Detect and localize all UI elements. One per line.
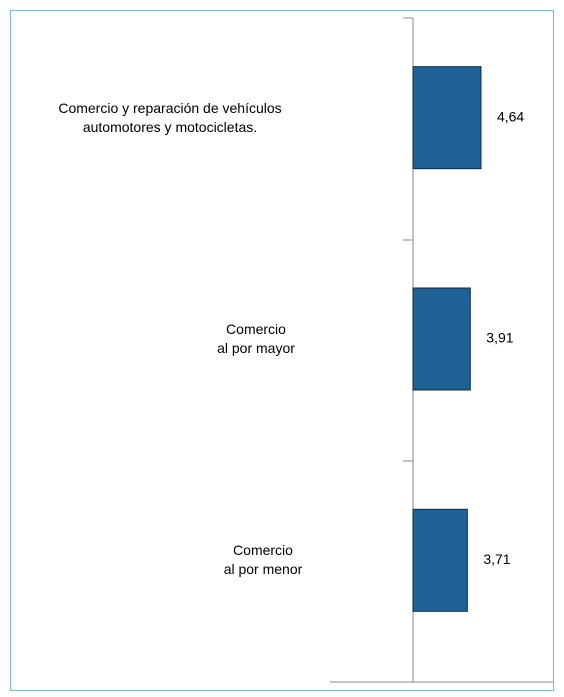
value-label: 3,91 xyxy=(486,330,513,346)
category-label: Comercio y reparación de vehículos autom… xyxy=(58,99,282,135)
value-label: 3,71 xyxy=(483,551,510,567)
category-label: Comercio al por menor xyxy=(223,542,303,578)
category-label: Comercio al por mayor xyxy=(217,321,295,356)
frame xyxy=(10,10,554,691)
bar xyxy=(412,287,471,391)
value-label: 4,64 xyxy=(497,108,524,124)
bar xyxy=(412,66,482,170)
bar xyxy=(412,508,468,612)
